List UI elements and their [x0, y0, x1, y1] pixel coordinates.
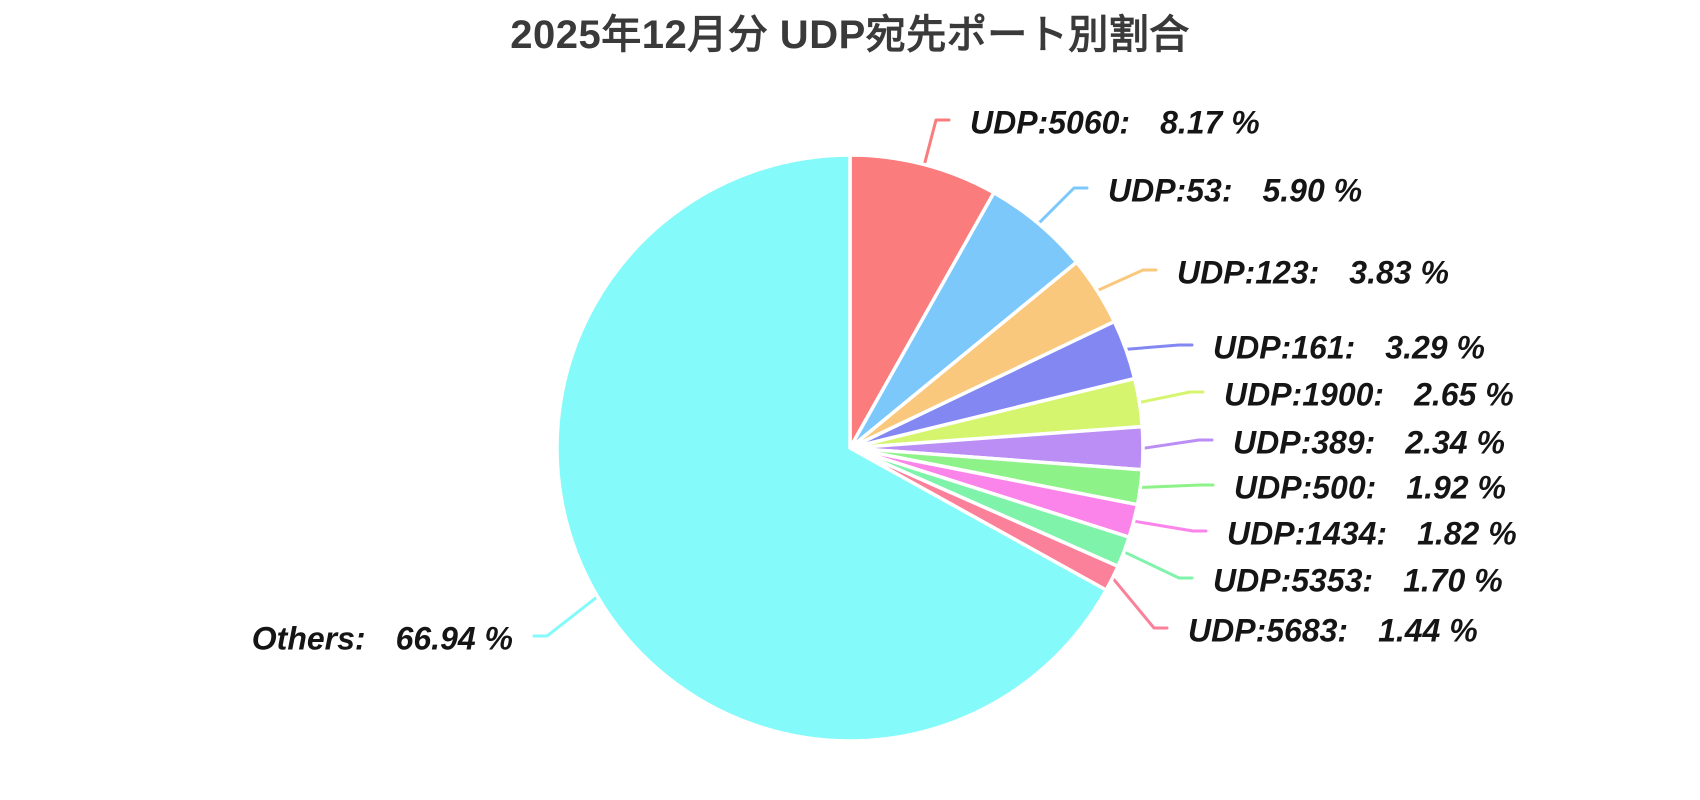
slice-label-UDP-53: UDP:53: 5.90 %	[1108, 173, 1362, 209]
slice-label-name: UDP:161:	[1213, 330, 1355, 366]
leader-line-UDP-53	[1037, 186, 1089, 225]
leader-line-UDP-500	[1139, 483, 1215, 489]
slice-label-value: 1.70 %	[1403, 563, 1503, 599]
slice-label-UDP-500: UDP:500: 1.92 %	[1234, 470, 1506, 506]
slice-label-value: 1.82 %	[1417, 516, 1517, 552]
slice-label-UDP-389: UDP:389: 2.34 %	[1233, 425, 1505, 461]
leader-line-UDP-5353	[1123, 550, 1194, 580]
slice-label-name: UDP:1900:	[1224, 377, 1384, 413]
slice-label-value: 66.94 %	[396, 621, 513, 657]
slice-label-name: UDP:1434:	[1227, 516, 1387, 552]
slice-label-UDP-5683: UDP:5683: 1.44 %	[1188, 613, 1478, 649]
leader-lines-group	[532, 118, 1215, 638]
slice-label-UDP-5060: UDP:5060: 8.17 %	[970, 105, 1260, 141]
slice-label-value: 8.17 %	[1160, 105, 1260, 141]
slice-label-name: UDP:123:	[1177, 255, 1319, 291]
slice-label-UDP-161: UDP:161: 3.29 %	[1213, 330, 1485, 366]
slice-label-name: UDP:5060:	[970, 105, 1130, 141]
slice-label-name: UDP:5683:	[1188, 613, 1348, 649]
slice-label-value: 3.83 %	[1349, 255, 1449, 291]
slice-label-value: 1.44 %	[1378, 613, 1478, 649]
leader-line-UDP-389	[1142, 438, 1214, 450]
leader-line-UDP-1434	[1133, 519, 1208, 533]
leader-line-UDP-5060	[923, 118, 951, 166]
pie-slice-Others	[555, 153, 1108, 743]
slice-label-value: 1.92 %	[1406, 470, 1506, 506]
leader-line-UDP-123	[1096, 268, 1158, 292]
chart-title: 2025年12月分 UDP宛先ポート別割合	[510, 13, 1190, 57]
slice-label-UDP-1434: UDP:1434: 1.82 %	[1227, 516, 1517, 552]
pie-slices-group	[555, 153, 1145, 743]
slice-label-value: 2.65 %	[1413, 377, 1514, 413]
leader-line-UDP-5683	[1111, 577, 1169, 630]
slice-label-value: 3.29 %	[1385, 330, 1485, 366]
slice-label-UDP-5353: UDP:5353: 1.70 %	[1213, 563, 1503, 599]
slice-labels-group: UDP:5060: 8.17 % UDP:53: 5.90 % UDP:123: 3.83…	[252, 105, 1517, 657]
slice-label-value: 2.34 %	[1404, 425, 1505, 461]
slice-label-value: 5.90 %	[1262, 173, 1362, 209]
slice-label-name: UDP:500:	[1234, 470, 1376, 506]
slice-label-name: UDP:5353:	[1213, 563, 1373, 599]
leader-line-UDP-161	[1125, 343, 1194, 351]
slice-label-name: UDP:53:	[1108, 173, 1232, 209]
slice-label-name: UDP:389:	[1233, 425, 1375, 461]
slice-label-UDP-1900: UDP:1900: 2.65 %	[1224, 377, 1514, 413]
leader-line-UDP-1900	[1138, 390, 1205, 404]
pie-slice-UDP-5060	[848, 153, 996, 450]
slice-label-name: Others:	[252, 621, 366, 657]
slice-label-Others: Others: 66.94 %	[252, 621, 513, 657]
slice-label-UDP-123: UDP:123: 3.83 %	[1177, 255, 1449, 291]
leader-line-Others	[532, 595, 599, 638]
